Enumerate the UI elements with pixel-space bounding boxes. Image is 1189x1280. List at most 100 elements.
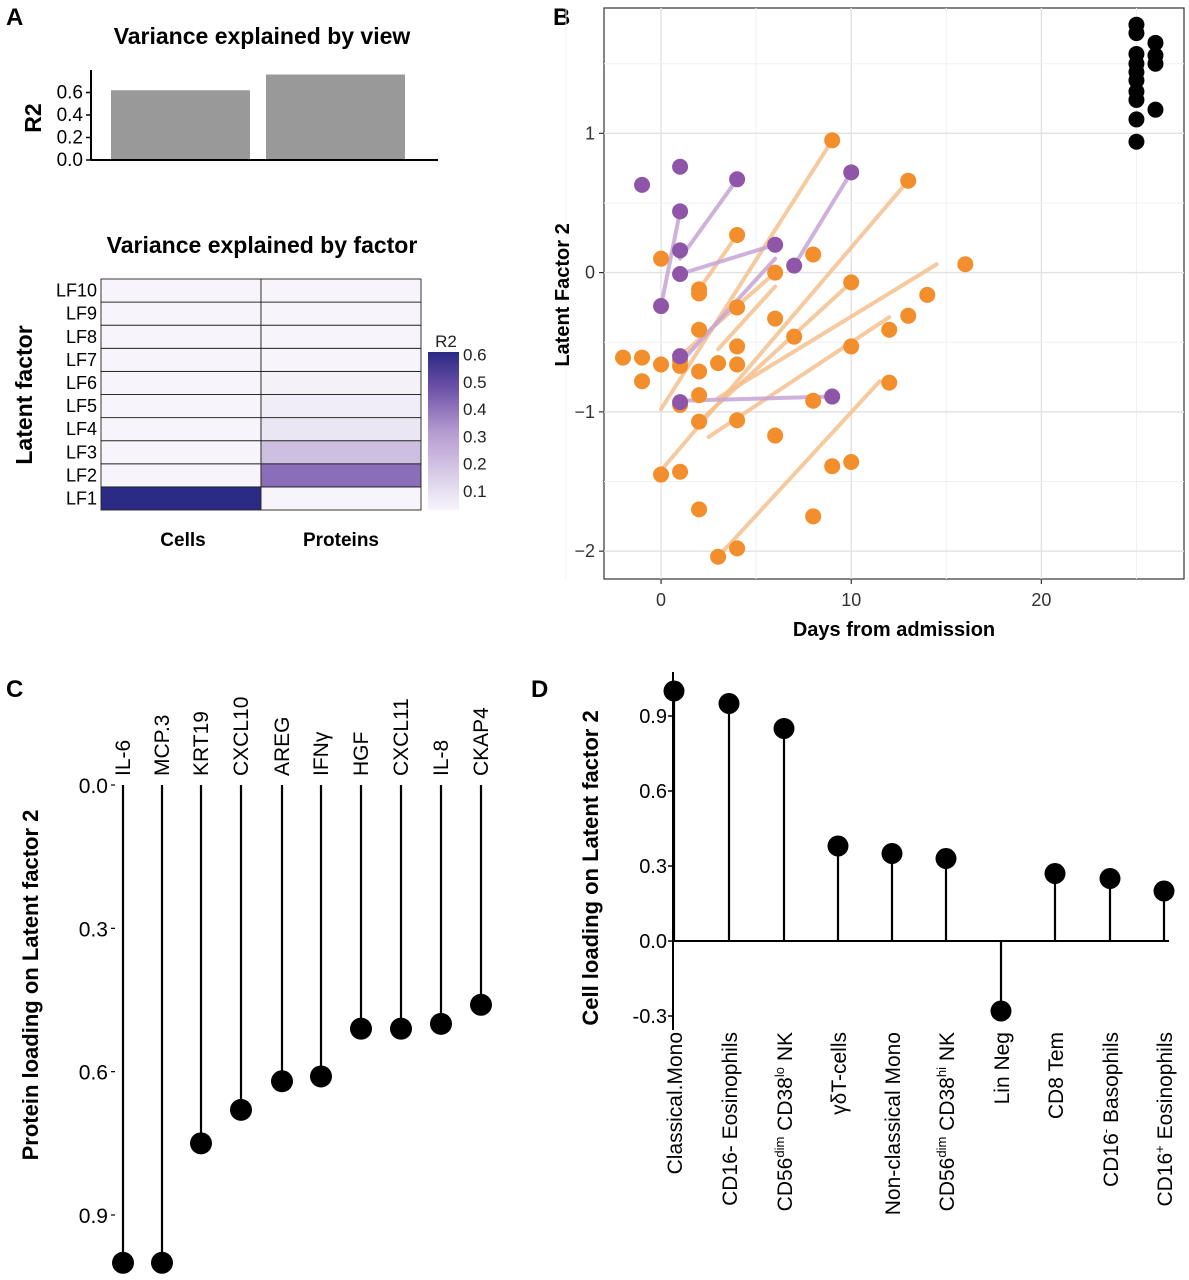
cell-loading-ylabel: Cell loading on Latent factor 2 xyxy=(578,710,603,1025)
heatmap-cell-lf5-cells xyxy=(100,394,262,419)
heatmap-cell-lf9-cells xyxy=(100,301,262,326)
lollipop-dot xyxy=(773,718,795,739)
y-tick-label: 0.0 xyxy=(79,775,108,798)
black-point xyxy=(1147,101,1164,118)
heatmap-cell-lf2-cells xyxy=(100,463,262,488)
purple-point xyxy=(767,236,784,253)
trend-line xyxy=(678,242,778,277)
orange-point xyxy=(729,299,746,316)
cell-label-part: Non-classical Mono xyxy=(882,1032,905,1215)
bar-cells xyxy=(111,90,250,160)
purple-point xyxy=(843,164,860,181)
cell-label-part: CD8 Tem xyxy=(1045,1032,1068,1119)
cell-label-superscript: + xyxy=(1152,1145,1167,1153)
heatmap-col-label: Proteins xyxy=(303,530,379,551)
heatmap-cell-lf8-proteins xyxy=(260,324,422,349)
orange-point xyxy=(881,321,898,338)
lollipop-dot xyxy=(1153,880,1175,902)
x-tick-label: 0 xyxy=(656,590,666,610)
lollipop-dot xyxy=(881,843,903,864)
black-point xyxy=(1128,111,1145,128)
orange-point xyxy=(805,246,822,263)
orange-point xyxy=(824,132,841,149)
orange-point xyxy=(691,363,708,380)
lollipop-dot xyxy=(990,1000,1012,1022)
cell-label-part: CD16 xyxy=(1100,1133,1123,1187)
cell-label: CD16- Eosinophils xyxy=(719,1032,742,1206)
y-tick-label: 0.4 xyxy=(57,105,84,126)
y-tick-label: 0.6 xyxy=(639,781,667,803)
panel-label-d: D xyxy=(531,676,548,703)
cell-label-part: NK xyxy=(936,1032,959,1067)
trend-line xyxy=(716,262,939,400)
purple-point xyxy=(634,176,651,193)
orange-point xyxy=(843,338,860,355)
orange-point xyxy=(653,466,670,483)
bar-proteins xyxy=(266,74,405,160)
protein-label: CKAP4 xyxy=(470,707,493,776)
purple-point xyxy=(653,298,670,315)
purple-point xyxy=(672,242,689,259)
cell-label: CD56dim CD38hi NK xyxy=(934,1032,959,1211)
black-point xyxy=(1128,25,1145,42)
purple-point xyxy=(672,266,689,283)
purple-point xyxy=(672,394,689,411)
y-tick-label: 0.3 xyxy=(79,918,108,941)
cell-label-part: γδT-cells xyxy=(828,1032,851,1115)
cell-label: Classical.Mono xyxy=(664,1032,687,1174)
lollipop-dot xyxy=(470,993,492,1016)
cell-label-part: CD56 xyxy=(774,1158,797,1212)
panel-label-b: B xyxy=(553,4,570,31)
heatmap-cell-lf3-cells xyxy=(100,440,262,465)
heatmap-colorbar xyxy=(428,352,459,510)
orange-point xyxy=(710,548,727,565)
purple-point xyxy=(824,388,841,405)
purple-point xyxy=(672,348,689,365)
colorbar-tick-label: 0.2 xyxy=(463,455,487,474)
protein-label: IL-8 xyxy=(430,740,453,776)
cell-label-part: Eosinophils xyxy=(1154,1032,1177,1145)
lollipop-dot xyxy=(390,1017,412,1040)
heatmap-cell-lf10-proteins xyxy=(260,278,422,303)
heatmap-row-label: LF7 xyxy=(66,350,97,370)
orange-point xyxy=(691,285,708,302)
lollipop-dot xyxy=(271,1070,293,1093)
heatmap-cell-lf4-proteins xyxy=(260,417,422,442)
y-tick-label: 0 xyxy=(585,263,595,283)
protein-label: IFNγ xyxy=(310,731,333,776)
orange-point xyxy=(729,227,746,244)
orange-point xyxy=(805,392,822,409)
y-tick-label: 0.9 xyxy=(79,1205,108,1228)
cell-label-superscript: dim xyxy=(772,1137,787,1158)
orange-point xyxy=(919,286,936,303)
orange-point xyxy=(691,387,708,404)
lollipop-dot xyxy=(350,1017,372,1040)
orange-point xyxy=(653,356,670,373)
cell-label: γδT-cells xyxy=(828,1032,851,1115)
cell-label-superscript: - xyxy=(1098,1129,1113,1133)
protein-label: HGF xyxy=(350,732,373,776)
y-tick-label: 1 xyxy=(585,123,595,143)
scatter-xlabel: Days from admission xyxy=(793,619,995,641)
orange-point xyxy=(634,373,651,390)
cell-label-part: Classical.Mono xyxy=(664,1032,687,1174)
orange-point xyxy=(843,454,860,471)
trend-line xyxy=(716,284,778,352)
colorbar-tick-label: 0.3 xyxy=(463,427,487,446)
heatmap-cell-lf6-proteins xyxy=(260,370,422,395)
variance-by-factor-title: Variance explained by factor xyxy=(107,232,418,258)
orange-point xyxy=(710,355,727,372)
orange-point xyxy=(672,463,689,480)
cell-label: CD16+ Eosinophils xyxy=(1152,1032,1177,1207)
orange-point xyxy=(729,356,746,373)
trend-line xyxy=(716,379,882,559)
heatmap-cell-lf9-proteins xyxy=(260,301,422,326)
heatmap-row-label: LF2 xyxy=(66,465,97,485)
protein-label: MCP.3 xyxy=(151,715,174,776)
cell-label-part: Basophils xyxy=(1100,1032,1123,1129)
orange-point xyxy=(900,172,917,189)
heatmap-row-label: LF8 xyxy=(66,327,97,347)
heatmap-cell-lf4-cells xyxy=(100,417,262,442)
x-tick-label: 20 xyxy=(1031,590,1051,610)
